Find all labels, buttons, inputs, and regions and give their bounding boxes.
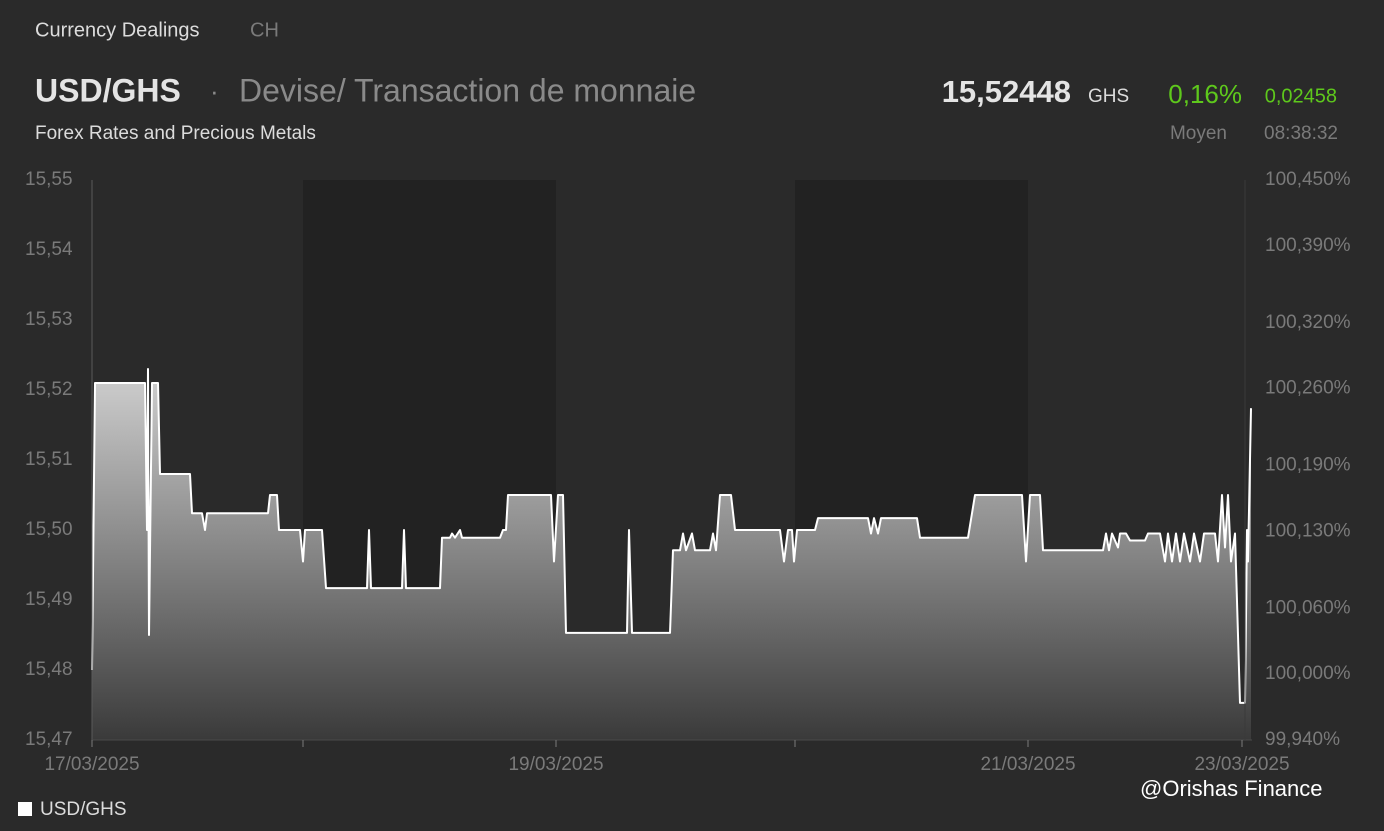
legend-swatch [18, 802, 32, 816]
y-tick-label: 15,50 [25, 519, 73, 540]
y-tick-label: 15,51 [25, 449, 73, 470]
y2-tick-label: 100,260% [1265, 378, 1351, 399]
legend-label[interactable]: USD/GHS [40, 799, 127, 820]
y2-tick-label: 100,450% [1265, 169, 1351, 190]
y2-tick-label: 100,190% [1265, 455, 1351, 476]
y-tick-label: 15,53 [25, 309, 73, 330]
y2-tick-label: 100,390% [1265, 235, 1351, 256]
pair: USD/GHS [35, 72, 181, 108]
y-tick-label: 15,52 [25, 379, 73, 400]
area-fill [92, 369, 1251, 740]
section-tab[interactable]: Currency Dealings [35, 19, 200, 41]
x-tick-label: 23/03/2025 [1194, 754, 1289, 775]
y2-tick-label: 100,000% [1265, 663, 1351, 684]
y2-tick-label: 99,940% [1265, 729, 1340, 750]
x-tick-label: 21/03/2025 [980, 754, 1075, 775]
y2-tick-label: 100,060% [1265, 597, 1351, 618]
y-tick-label: 15,48 [25, 659, 73, 680]
x-tick-label: 19/03/2025 [508, 754, 603, 775]
change-pct: 0,16% [1168, 79, 1242, 109]
separator: · [210, 76, 219, 106]
x-tick-label: 17/03/2025 [44, 754, 139, 775]
subtitle: Forex Rates and Precious Metals [35, 123, 316, 144]
price-line [91, 368, 1252, 704]
currency: GHS [1088, 86, 1129, 107]
region-tab[interactable]: CH [250, 19, 279, 41]
y-tick-label: 15,49 [25, 589, 73, 610]
description: Devise/ Transaction de monnaie [239, 72, 696, 108]
time: 08:38:32 [1264, 123, 1338, 144]
change-abs: 0,02458 [1265, 85, 1337, 107]
y-tick-label: 15,55 [25, 169, 73, 190]
price-type: Moyen [1170, 123, 1227, 144]
watermark: @Orishas Finance [1140, 776, 1323, 801]
price: 15,52448 [942, 74, 1071, 109]
y-tick-label: 15,54 [25, 239, 73, 260]
y2-tick-label: 100,320% [1265, 312, 1351, 333]
y-tick-label: 15,47 [25, 729, 73, 750]
y2-tick-label: 100,130% [1265, 520, 1351, 541]
